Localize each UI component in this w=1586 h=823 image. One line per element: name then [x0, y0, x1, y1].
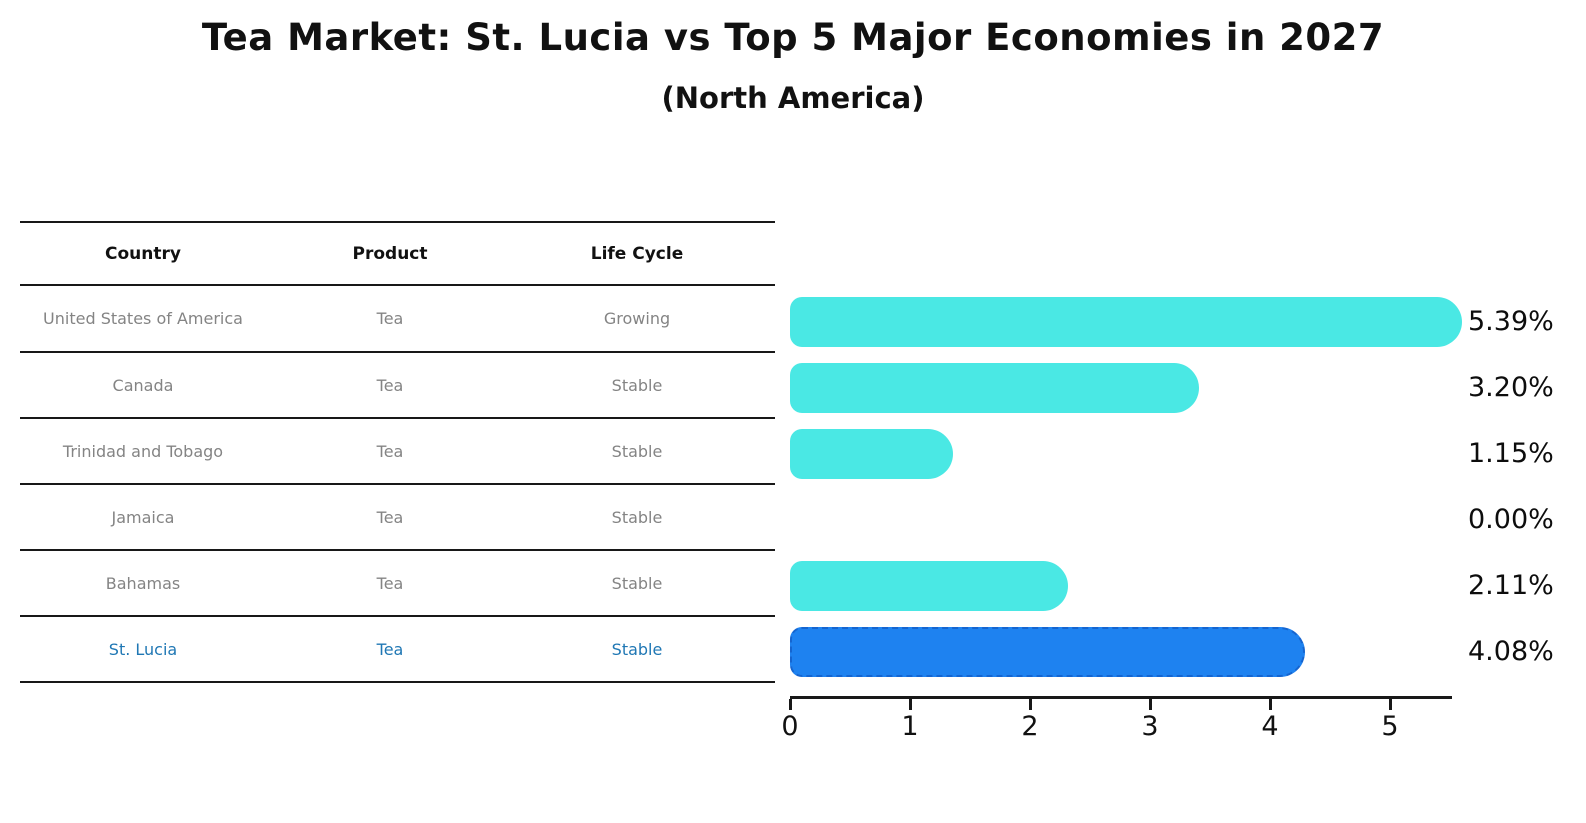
- x-axis-tick-label: 1: [901, 711, 919, 742]
- table-cell-country: Bahamas: [105, 573, 181, 593]
- table-cell-life-cycle: Growing: [603, 309, 671, 328]
- table-rule: [20, 483, 775, 485]
- table-header-product: Product: [352, 243, 428, 264]
- page-subtitle: (North America): [661, 81, 925, 115]
- x-axis-tick-label: 0: [781, 711, 799, 742]
- bar-value-label: 3.20%: [1468, 372, 1554, 403]
- table-cell-product: Tea: [376, 375, 404, 395]
- table-cell-product: Tea: [376, 507, 404, 527]
- x-axis-line: [790, 696, 1452, 699]
- x-axis-tick: [1389, 699, 1392, 710]
- table-cell-country: Canada: [112, 375, 174, 395]
- table-rule: [20, 417, 775, 419]
- x-axis-tick-label: 4: [1261, 711, 1279, 742]
- table-header-row: Country Product Life Cycle: [20, 222, 775, 285]
- table-cell-life-cycle: Stable: [611, 375, 663, 395]
- bar-canada: [790, 363, 1199, 413]
- x-axis-tick-label: 5: [1381, 711, 1399, 742]
- table-rule: [20, 284, 775, 286]
- table-header-life-cycle: Life Cycle: [590, 243, 684, 264]
- bar-united-states-of-america: [790, 297, 1462, 347]
- table-cell-life-cycle: Stable: [611, 507, 663, 527]
- table-cell-product: Tea: [376, 573, 404, 593]
- table-cell-life-cycle: Stable: [611, 639, 663, 659]
- bar-st-lucia: [790, 627, 1305, 677]
- table-row: St. Lucia Tea Stable: [20, 616, 775, 682]
- x-axis-tick-label: 2: [1021, 711, 1039, 742]
- table-rule: [20, 351, 775, 353]
- x-axis-tick: [1029, 699, 1032, 710]
- x-axis-tick: [1149, 699, 1152, 710]
- table-rule: [20, 221, 775, 223]
- bar-bahamas: [790, 561, 1068, 611]
- table-cell-product: Tea: [376, 309, 404, 328]
- x-axis-tick: [789, 699, 792, 710]
- bar-value-label: 5.39%: [1468, 306, 1554, 337]
- x-axis-tick: [909, 699, 912, 710]
- x-axis-tick: [1269, 699, 1272, 710]
- bar-value-label: 2.11%: [1468, 570, 1554, 601]
- x-axis-tick-label: 3: [1141, 711, 1159, 742]
- table-cell-life-cycle: Stable: [611, 441, 663, 461]
- table-cell-life-cycle: Stable: [611, 573, 663, 593]
- table-header-country: Country: [105, 243, 181, 264]
- page-title: Tea Market: St. Lucia vs Top 5 Major Eco…: [201, 16, 1385, 59]
- bar-value-label: 1.15%: [1468, 438, 1554, 469]
- table-cell-product: Tea: [376, 441, 404, 461]
- table-row: Bahamas Tea Stable: [20, 550, 775, 616]
- table-cell-country: Jamaica: [111, 507, 175, 527]
- table-cell-country: Trinidad and Tobago: [62, 441, 224, 461]
- table-rule: [20, 615, 775, 617]
- table-cell-product: Tea: [376, 639, 404, 659]
- table-cell-country: St. Lucia: [108, 639, 178, 659]
- table-row: Canada Tea Stable: [20, 352, 775, 418]
- table-cell-country: United States of America: [43, 309, 243, 328]
- table-rule: [20, 549, 775, 551]
- bar-value-label: 4.08%: [1468, 636, 1554, 667]
- table-row: Jamaica Tea Stable: [20, 484, 775, 550]
- table-row: United States of America Tea Growing: [20, 285, 775, 352]
- bar-trinidad-and-tobago: [790, 429, 953, 479]
- bar-value-label: 0.00%: [1468, 504, 1554, 535]
- table-row: Trinidad and Tobago Tea Stable: [20, 418, 775, 484]
- table-rule: [20, 681, 775, 683]
